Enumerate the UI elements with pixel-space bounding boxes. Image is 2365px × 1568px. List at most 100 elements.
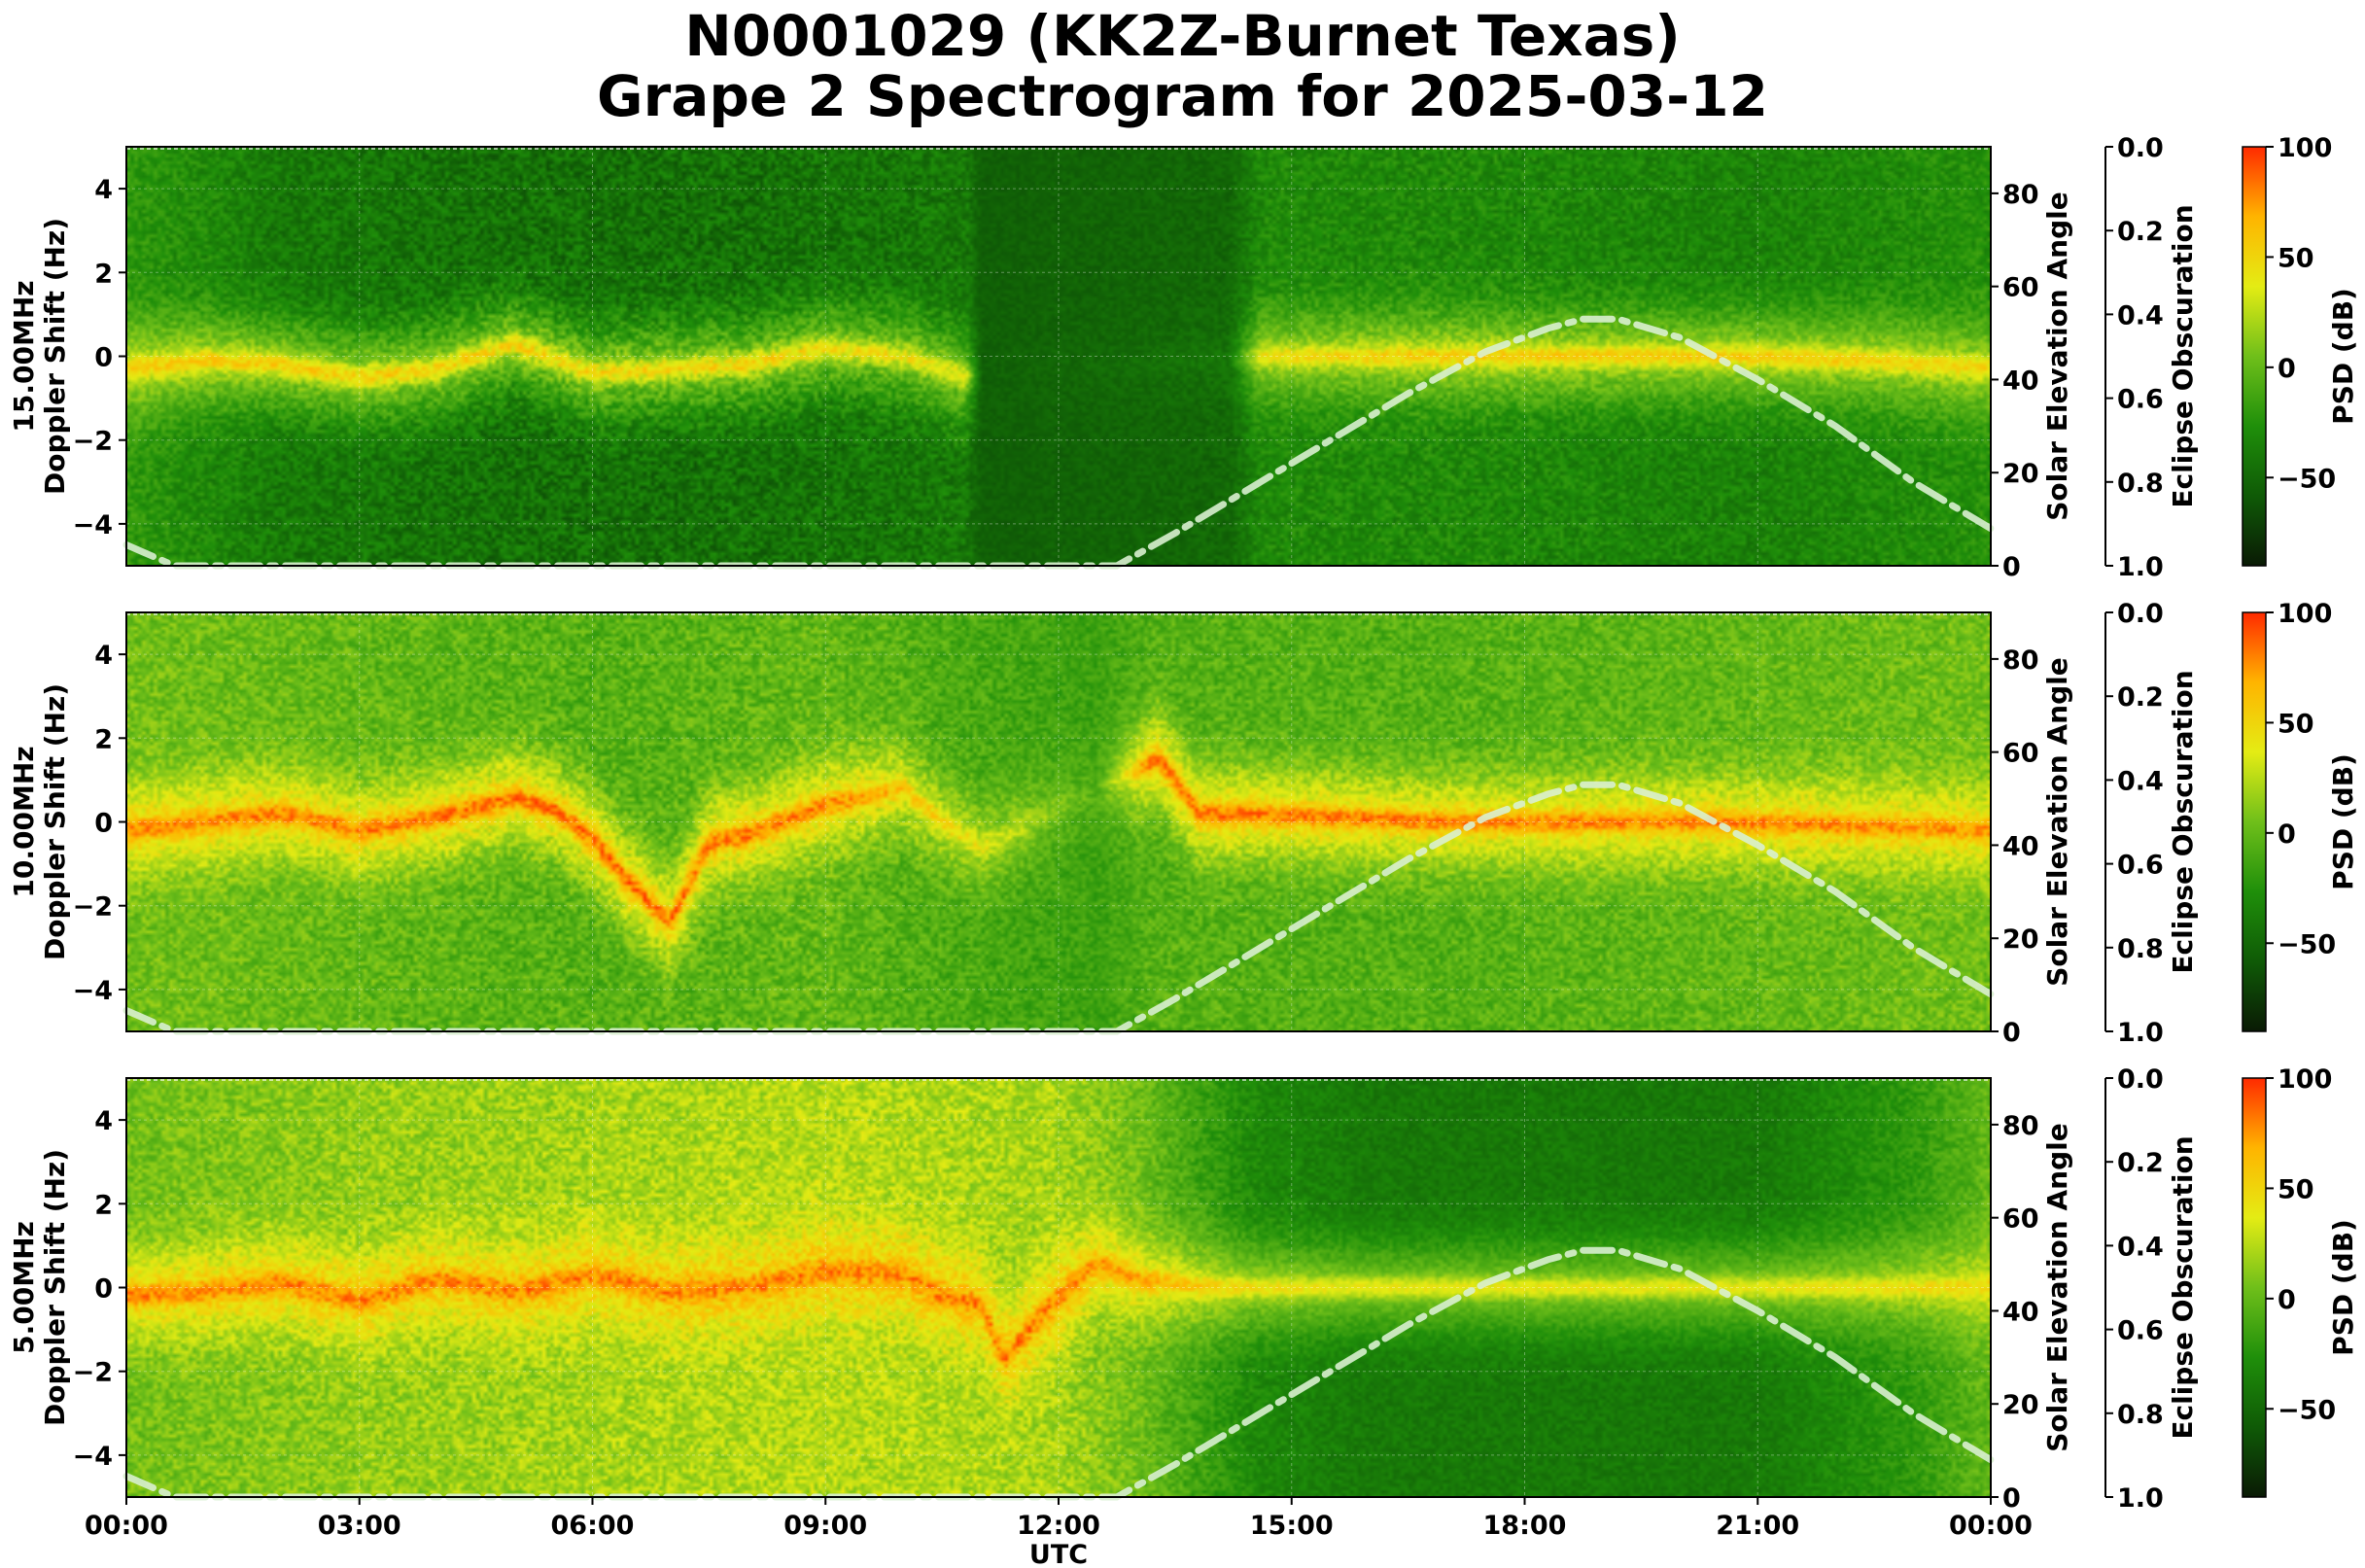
y3-tick-label: 0.0: [2117, 1064, 2164, 1095]
x-axis-label: UTC: [1029, 1540, 1088, 1568]
solar-elevation-curve: [122, 781, 1995, 1035]
y-axis-label-doppler: Doppler Shift (Hz): [39, 683, 71, 960]
y2-tick-label: 60: [2002, 739, 2039, 769]
y3-tick-label: 0.6: [2117, 385, 2164, 415]
y-tick-label: −4: [73, 976, 113, 1006]
y-tick-label: −4: [73, 510, 113, 540]
y2-tick-label: 20: [2002, 924, 2039, 955]
y3-tick-label: 0.0: [2117, 133, 2164, 163]
y-tick-label: 4: [94, 175, 113, 205]
colorbar-label: PSD (dB): [2327, 1219, 2359, 1356]
eclipse-axis-label: Eclipse Obscuration: [2167, 1135, 2199, 1439]
y-tick-label: 2: [94, 1190, 113, 1220]
x-tick-label: 15:00: [1250, 1511, 1334, 1541]
y-tick-label: 0: [94, 809, 113, 839]
colorbar-tick-label: 50: [2278, 709, 2314, 739]
y3-tick-label: 1.0: [2117, 1018, 2164, 1048]
y2-tick-label: 40: [2002, 366, 2039, 396]
spectrogram-heatmap: [126, 147, 1991, 566]
x-tick-label: 00:00: [1949, 1511, 2033, 1541]
y-axis-label-frequency: 5.00MHz: [8, 1221, 40, 1354]
y-axis-label-frequency: 15.00MHz: [8, 280, 40, 432]
y3-tick-label: 0.2: [2117, 217, 2164, 247]
x-tick-label: 03:00: [318, 1511, 401, 1541]
colorbar-tick-label: 0: [2278, 1285, 2296, 1315]
y2-tick-label: 40: [2002, 831, 2039, 861]
y2-axis-label: Solar Elevation Angle: [2041, 192, 2073, 520]
y3-tick-label: 0.4: [2117, 766, 2164, 796]
y3-tick-label: 0.8: [2117, 469, 2164, 499]
colorbar-gradient: [2242, 1077, 2267, 1498]
y-axis-label-doppler: Doppler Shift (Hz): [39, 1149, 71, 1426]
figure-title-line-2: Grape 2 Spectrogram for 2025-03-12: [597, 63, 1768, 129]
y3-tick-label: 0.0: [2117, 599, 2164, 629]
y2-tick-label: 80: [2002, 645, 2039, 676]
colorbar-tick-label: −50: [2278, 929, 2336, 959]
y3-tick-label: 0.4: [2117, 300, 2164, 331]
y2-axis-label: Solar Elevation Angle: [2041, 1123, 2073, 1451]
psd-colorbar: −50 0 50 100 PSD (dB): [2242, 133, 2359, 567]
y2-tick-label: 0: [2002, 552, 2021, 582]
y2-tick-label: 40: [2002, 1297, 2039, 1327]
y-tick-label: 2: [94, 724, 113, 754]
eclipse-axis-label: Eclipse Obscuration: [2167, 670, 2199, 973]
x-tick-label: 09:00: [783, 1511, 867, 1541]
colorbar-label: PSD (dB): [2327, 753, 2359, 890]
solar-elevation-curve: [122, 1246, 1995, 1501]
y-tick-label: 4: [94, 1106, 113, 1136]
psd-colorbar: −50 0 50 100 PSD (dB): [2242, 1064, 2359, 1498]
y2-axis-label: Solar Elevation Angle: [2041, 657, 2073, 986]
y3-tick-label: 0.8: [2117, 934, 2164, 964]
colorbar-gradient: [2242, 611, 2267, 1032]
solar-elevation-curve: [122, 315, 1995, 570]
y3-tick-label: 0.8: [2117, 1400, 2164, 1430]
y2-tick-label: 20: [2002, 459, 2039, 489]
y3-tick-label: 0.2: [2117, 682, 2164, 713]
x-tick-label: 06:00: [551, 1511, 635, 1541]
y3-tick-label: 0.2: [2117, 1148, 2164, 1178]
spectrogram-heatmap: [126, 612, 1991, 1031]
y-tick-label: −4: [73, 1442, 113, 1472]
y-tick-label: −2: [73, 427, 113, 457]
y-axis-label-doppler: Doppler Shift (Hz): [39, 218, 71, 495]
y3-tick-label: 0.6: [2117, 1316, 2164, 1346]
x-tick-label: 12:00: [1017, 1511, 1100, 1541]
y-tick-label: 0: [94, 1274, 113, 1305]
y3-tick-label: 0.4: [2117, 1232, 2164, 1262]
y-tick-label: 4: [94, 641, 113, 671]
colorbar-label: PSD (dB): [2327, 288, 2359, 425]
y3-tick-label: 0.6: [2117, 851, 2164, 881]
colorbar-gradient: [2242, 146, 2267, 567]
colorbar-tick-label: 100: [2278, 133, 2332, 163]
y3-tick-label: 1.0: [2117, 1483, 2164, 1514]
psd-colorbar: −50 0 50 100 PSD (dB): [2242, 599, 2359, 1032]
y-tick-label: 0: [94, 343, 113, 373]
x-tick-label: 18:00: [1483, 1511, 1567, 1541]
y2-tick-label: 0: [2002, 1483, 2021, 1514]
y2-tick-label: 80: [2002, 1111, 2039, 1141]
colorbar-tick-label: −50: [2278, 1395, 2336, 1425]
colorbar-tick-label: 0: [2278, 819, 2296, 850]
y2-tick-label: 60: [2002, 273, 2039, 303]
y2-tick-label: 20: [2002, 1390, 2039, 1420]
y2-tick-label: 80: [2002, 180, 2039, 210]
y-tick-label: −2: [73, 892, 113, 923]
y-axis-label-frequency: 10.00MHz: [8, 746, 40, 897]
spectrogram-heatmap: [126, 1078, 1991, 1497]
figure-title-line-1: N0001029 (KK2Z-Burnet Texas): [684, 3, 1681, 69]
colorbar-tick-label: 50: [2278, 243, 2314, 273]
colorbar-tick-label: −50: [2278, 464, 2336, 494]
y2-tick-label: 0: [2002, 1018, 2021, 1048]
eclipse-axis-label: Eclipse Obscuration: [2167, 204, 2199, 507]
y-tick-label: −2: [73, 1358, 113, 1388]
y3-tick-label: 1.0: [2117, 552, 2164, 582]
x-tick-label: 00:00: [85, 1511, 168, 1541]
colorbar-tick-label: 0: [2278, 354, 2296, 384]
x-tick-label: 21:00: [1716, 1511, 1799, 1541]
colorbar-tick-label: 100: [2278, 1064, 2332, 1095]
